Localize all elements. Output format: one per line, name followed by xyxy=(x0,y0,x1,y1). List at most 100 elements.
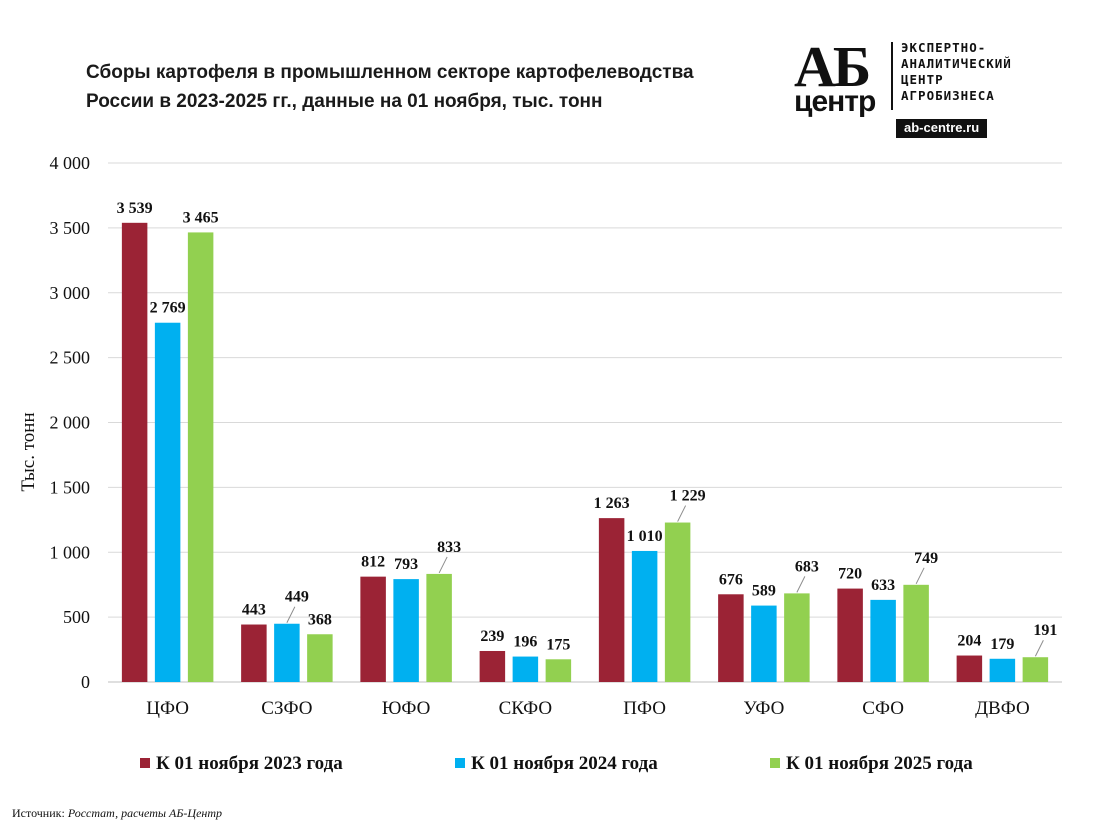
bar xyxy=(664,522,691,682)
data-label: 833 xyxy=(437,539,461,556)
x-tick-label: СФО xyxy=(862,698,904,719)
data-label: 443 xyxy=(242,602,266,619)
data-label: 633 xyxy=(871,577,895,594)
legend-swatch-2023 xyxy=(140,758,150,768)
data-label: 239 xyxy=(480,628,504,645)
bar xyxy=(989,658,1016,682)
bar xyxy=(154,322,181,682)
x-tick-label: СЗФО xyxy=(261,698,312,719)
label-leader-lines xyxy=(286,505,1044,657)
label-leader-line xyxy=(796,576,806,593)
data-label: 749 xyxy=(914,550,938,567)
x-tick-label: ЦФО xyxy=(146,698,189,719)
x-tick-label: ЮФО xyxy=(382,698,431,719)
chart-legend: К 01 ноября 2023 года К 01 ноября 2024 г… xyxy=(0,752,1100,776)
data-label: 3 539 xyxy=(117,200,153,217)
data-label: 812 xyxy=(361,554,385,571)
legend-item-2023: К 01 ноября 2023 года xyxy=(140,752,343,776)
data-label: 1 010 xyxy=(627,528,663,545)
data-label: 720 xyxy=(838,566,862,583)
label-leader-line xyxy=(1034,639,1044,657)
legend-label-2024: К 01 ноября 2024 года xyxy=(471,753,658,774)
x-tick-label: СКФО xyxy=(499,698,552,719)
bar xyxy=(956,655,983,682)
logo-text: ЭКСПЕРТНО- АНАЛИТИЧЕСКИЙ ЦЕНТР АГРОБИЗНЕ… xyxy=(901,40,1012,104)
bar xyxy=(426,573,452,682)
data-label: 179 xyxy=(990,636,1014,653)
bars xyxy=(121,222,1049,682)
source-text: Росстат, расчеты АБ-Центр xyxy=(67,806,223,820)
logo-text-line: ЦЕНТР xyxy=(901,72,944,87)
data-label: 1 229 xyxy=(670,488,706,505)
legend-swatch-2025 xyxy=(770,758,780,768)
bar xyxy=(903,584,929,682)
x-tick-label: ПФО xyxy=(623,698,666,719)
y-axis-label: Тыс. тонн xyxy=(18,412,39,491)
bar xyxy=(598,518,625,682)
bar xyxy=(274,623,300,682)
chart-title: Сборы картофеля в промышленном секторе к… xyxy=(86,58,786,116)
source-label: Источник: xyxy=(12,806,65,820)
legend-item-2025: К 01 ноября 2025 года xyxy=(770,752,973,776)
y-tick-label: 2 000 xyxy=(50,413,91,433)
bar xyxy=(512,656,539,682)
logo-divider xyxy=(891,42,893,110)
grid-lines xyxy=(108,162,1062,683)
data-label: 449 xyxy=(285,589,309,606)
label-leader-line xyxy=(438,556,448,574)
data-label: 175 xyxy=(546,636,570,653)
chart-title-line-2: России в 2023-2025 гг., данные на 01 ноя… xyxy=(86,91,603,112)
bar xyxy=(121,222,148,682)
data-label: 196 xyxy=(513,634,537,651)
y-tick-label: 1 500 xyxy=(50,477,91,497)
data-label: 3 465 xyxy=(183,209,219,226)
data-label: 2 769 xyxy=(150,300,186,317)
bar xyxy=(631,550,658,682)
logo-mark-sub: центр xyxy=(794,85,876,118)
x-tick-label: УФО xyxy=(743,698,784,719)
legend-label-2025: К 01 ноября 2025 года xyxy=(786,753,973,774)
ab-centre-logo: АБ центр ЭКСПЕРТНО- АНАЛИТИЧЕСКИЙ ЦЕНТР … xyxy=(790,38,1070,140)
y-tick-label: 500 xyxy=(63,607,90,627)
y-axis-ticks: 0 500 1 000 1 500 2 000 2 500 3 000 3 500 4 000 xyxy=(50,153,91,692)
data-label: 676 xyxy=(719,571,743,588)
data-label: 1 263 xyxy=(594,495,630,512)
data-label: 204 xyxy=(957,633,981,650)
bar xyxy=(393,579,419,682)
logo-mark: АБ xyxy=(794,34,871,99)
data-label: 191 xyxy=(1033,622,1057,639)
bar xyxy=(837,588,863,682)
legend-swatch-2024 xyxy=(455,758,465,768)
logo-text-line: ЭКСПЕРТНО- xyxy=(901,40,987,55)
bar xyxy=(718,594,744,682)
bar xyxy=(241,624,267,682)
bar xyxy=(784,593,810,682)
label-leader-line xyxy=(915,567,925,585)
bar xyxy=(187,232,214,682)
data-label: 589 xyxy=(752,583,776,600)
source-note: Источник: Росстат, расчеты АБ-Центр xyxy=(12,806,222,821)
data-labels: 3 539 443 812 239 1 263 676 720 204 2 769 449 793 1… xyxy=(117,200,1058,653)
label-leader-line xyxy=(677,505,687,522)
data-label: 683 xyxy=(795,558,819,575)
bar xyxy=(1022,657,1049,682)
y-tick-label: 1 000 xyxy=(50,542,91,562)
y-tick-label: 0 xyxy=(81,672,90,692)
legend-item-2024: К 01 ноября 2024 года xyxy=(455,752,658,776)
x-tick-label: ДВФО xyxy=(975,698,1030,719)
y-tick-label: 3 000 xyxy=(50,283,91,303)
bar xyxy=(751,605,777,682)
bar xyxy=(870,599,896,682)
y-tick-label: 4 000 xyxy=(50,153,91,173)
label-leader-line xyxy=(286,606,296,623)
x-axis-ticks: ЦФО СЗФО ЮФО СКФО ПФО УФО СФО ДВФО xyxy=(146,698,1029,719)
y-tick-label: 3 500 xyxy=(50,218,91,238)
logo-url: ab-centre.ru xyxy=(896,119,988,138)
chart-title-line-1: Сборы картофеля в промышленном секторе к… xyxy=(86,62,694,83)
bar xyxy=(479,650,506,682)
legend-label-2023: К 01 ноября 2023 года xyxy=(156,753,343,774)
bar xyxy=(545,659,572,682)
logo-text-line: АНАЛИТИЧЕСКИЙ xyxy=(901,56,1012,71)
y-tick-label: 2 500 xyxy=(50,348,91,368)
